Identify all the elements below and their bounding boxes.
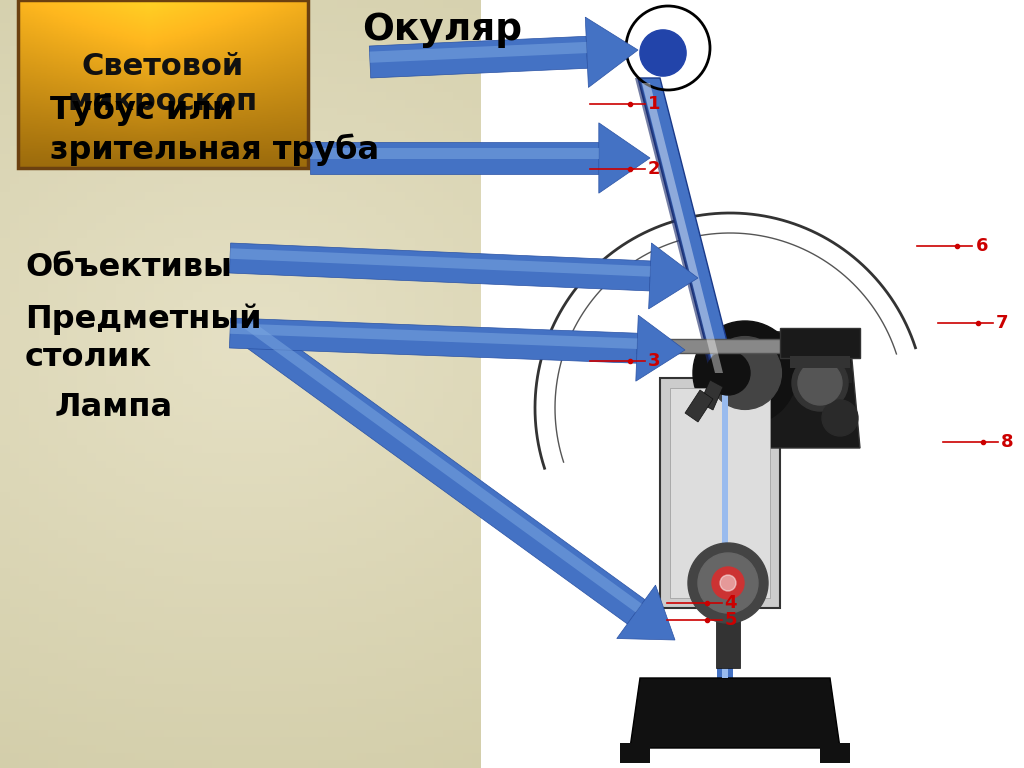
Text: 7: 7 [996, 313, 1009, 332]
Bar [717, 368, 733, 678]
Polygon shape [370, 36, 588, 78]
Text: 2: 2 [648, 160, 660, 178]
Polygon shape [700, 380, 723, 410]
Bar [780, 328, 860, 358]
Polygon shape [636, 315, 685, 381]
Bar [660, 378, 780, 608]
Bar [481, 0, 1024, 768]
Polygon shape [237, 316, 645, 624]
Text: Лампа: Лампа [55, 392, 173, 423]
Polygon shape [635, 78, 715, 373]
Circle shape [792, 355, 848, 411]
Polygon shape [310, 147, 599, 159]
Circle shape [709, 336, 781, 409]
Circle shape [798, 361, 842, 405]
Circle shape [720, 575, 736, 591]
Polygon shape [245, 320, 642, 612]
Polygon shape [230, 323, 637, 349]
Polygon shape [229, 243, 650, 291]
Text: 6: 6 [976, 237, 988, 255]
Circle shape [822, 400, 858, 436]
Polygon shape [630, 678, 840, 748]
Text: Световой
микроскоп: Световой микроскоп [68, 51, 258, 117]
Text: 1: 1 [648, 94, 660, 113]
Circle shape [640, 30, 686, 76]
Polygon shape [230, 248, 650, 276]
Polygon shape [599, 123, 650, 194]
Circle shape [693, 321, 797, 425]
Bar [600, 339, 800, 353]
Bar [620, 743, 650, 763]
Polygon shape [642, 83, 723, 373]
Polygon shape [229, 318, 638, 363]
Polygon shape [638, 78, 735, 373]
Circle shape [706, 351, 750, 395]
Text: Предметный
столик: Предметный столик [25, 303, 261, 372]
Polygon shape [370, 42, 587, 63]
Circle shape [698, 553, 758, 613]
Text: 8: 8 [1001, 432, 1014, 451]
Bar [790, 356, 850, 368]
Bar [716, 568, 740, 668]
Bar [722, 368, 728, 678]
Polygon shape [586, 17, 638, 88]
Bar [18, 0, 308, 168]
Bar [670, 388, 770, 598]
Text: 3: 3 [648, 352, 660, 370]
Text: Тубус или
зрительная труба: Тубус или зрительная труба [50, 94, 379, 167]
Text: Окуляр: Окуляр [362, 12, 522, 48]
Polygon shape [735, 328, 860, 448]
Polygon shape [648, 243, 698, 309]
Bar [820, 743, 850, 763]
Text: Объективы: Объективы [25, 253, 231, 283]
Polygon shape [310, 142, 599, 174]
Text: 5: 5 [725, 611, 737, 629]
Polygon shape [685, 390, 713, 422]
Polygon shape [616, 585, 675, 640]
Circle shape [626, 6, 710, 90]
Text: 4: 4 [725, 594, 737, 612]
Circle shape [712, 567, 744, 599]
Polygon shape [797, 363, 852, 383]
Circle shape [688, 543, 768, 623]
